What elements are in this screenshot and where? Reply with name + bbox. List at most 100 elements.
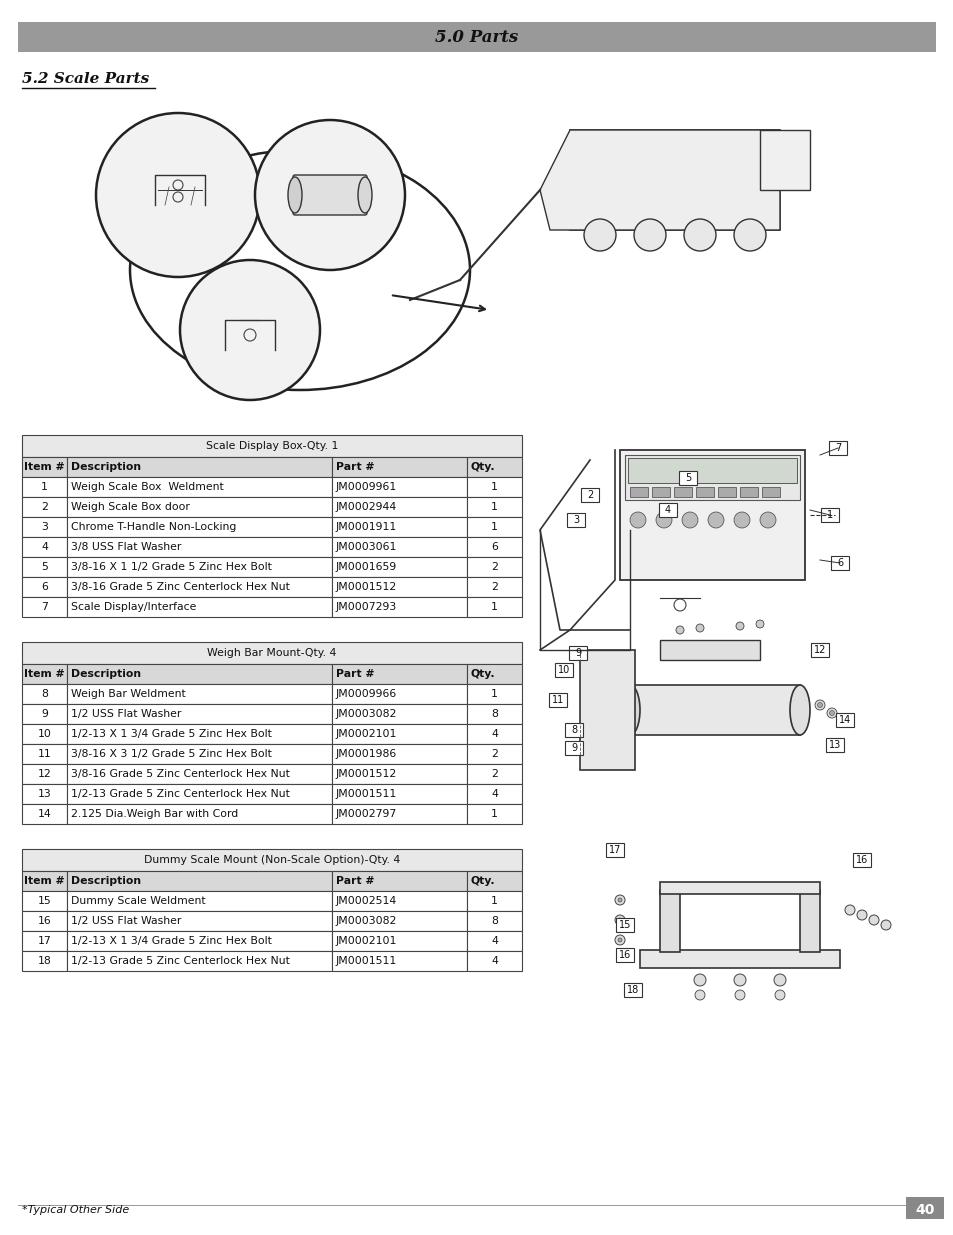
Bar <box>580 488 598 501</box>
Text: JM0001659: JM0001659 <box>335 562 396 572</box>
Bar <box>629 487 647 496</box>
Text: 18: 18 <box>626 986 639 995</box>
Bar <box>67 931 332 951</box>
Bar <box>332 911 467 931</box>
Text: JM0009961: JM0009961 <box>335 482 396 492</box>
Bar <box>467 890 521 911</box>
Text: 1: 1 <box>41 482 48 492</box>
Text: Weigh Bar Mount-Qty. 4: Weigh Bar Mount-Qty. 4 <box>207 648 336 658</box>
Text: 16: 16 <box>855 855 867 864</box>
Bar <box>67 704 332 724</box>
Bar <box>467 597 521 618</box>
Text: JM0002514: JM0002514 <box>335 897 396 906</box>
Text: 8: 8 <box>570 725 577 735</box>
Text: Qty.: Qty. <box>471 876 496 885</box>
Bar <box>810 643 828 657</box>
Bar <box>605 844 623 857</box>
Bar <box>659 503 677 517</box>
Text: JM0001911: JM0001911 <box>335 522 396 532</box>
Text: Dummy Scale Mount (Non-Scale Option)-Qty. 4: Dummy Scale Mount (Non-Scale Option)-Qty… <box>144 855 399 864</box>
Bar <box>467 804 521 824</box>
Text: 4: 4 <box>41 542 48 552</box>
Text: 15: 15 <box>618 920 631 930</box>
Bar <box>22 743 67 764</box>
Bar <box>67 764 332 784</box>
Circle shape <box>96 112 260 277</box>
Bar <box>22 557 67 577</box>
Bar <box>467 743 521 764</box>
Text: 1/2 USS Flat Washer: 1/2 USS Flat Washer <box>71 709 181 719</box>
Bar <box>467 496 521 517</box>
Bar <box>332 496 467 517</box>
Bar <box>564 722 582 737</box>
Bar <box>548 693 566 706</box>
Bar <box>332 577 467 597</box>
Text: 4: 4 <box>664 505 670 515</box>
Bar <box>22 890 67 911</box>
Bar <box>467 871 521 890</box>
Text: 6: 6 <box>836 558 842 568</box>
Bar <box>467 477 521 496</box>
Circle shape <box>817 703 821 708</box>
Circle shape <box>656 513 671 529</box>
Bar <box>67 597 332 618</box>
Bar <box>22 435 521 457</box>
Text: 3/8-16 X 1 1/2 Grade 5 Zinc Hex Bolt: 3/8-16 X 1 1/2 Grade 5 Zinc Hex Bolt <box>71 562 272 572</box>
Bar <box>467 951 521 971</box>
Bar <box>905 1197 943 1219</box>
Polygon shape <box>539 130 780 230</box>
Circle shape <box>696 624 703 632</box>
Bar <box>467 517 521 537</box>
Bar <box>67 911 332 931</box>
Bar <box>22 477 67 496</box>
Text: Item #: Item # <box>24 876 65 885</box>
Bar <box>67 496 332 517</box>
Text: Scale Display/Interface: Scale Display/Interface <box>71 601 196 613</box>
Text: JM0002797: JM0002797 <box>335 809 396 819</box>
Text: 1/2-13 X 1 3/4 Grade 5 Zinc Hex Bolt: 1/2-13 X 1 3/4 Grade 5 Zinc Hex Bolt <box>71 936 272 946</box>
Text: 4: 4 <box>491 956 497 966</box>
Text: 1: 1 <box>491 897 497 906</box>
Bar <box>67 557 332 577</box>
Circle shape <box>693 974 705 986</box>
Bar <box>22 496 67 517</box>
Circle shape <box>733 974 745 986</box>
Text: Description: Description <box>71 669 141 679</box>
Bar <box>629 685 800 735</box>
Text: JM0001986: JM0001986 <box>335 748 396 760</box>
Bar <box>18 22 935 52</box>
Bar <box>22 848 521 871</box>
Bar <box>22 597 67 618</box>
Text: Qty.: Qty. <box>471 462 496 472</box>
Circle shape <box>880 920 890 930</box>
Bar <box>67 890 332 911</box>
Text: JM0001512: JM0001512 <box>335 769 396 779</box>
Circle shape <box>634 219 665 251</box>
Text: JM0002944: JM0002944 <box>335 501 396 513</box>
Bar <box>67 457 332 477</box>
Circle shape <box>841 719 845 724</box>
Text: 9: 9 <box>41 709 48 719</box>
Text: JM0003082: JM0003082 <box>335 916 397 926</box>
Text: 16: 16 <box>37 916 51 926</box>
Bar <box>679 471 697 485</box>
Text: 5.0 Parts: 5.0 Parts <box>435 28 518 46</box>
Bar <box>579 650 635 769</box>
Bar <box>22 517 67 537</box>
Text: 13: 13 <box>37 789 51 799</box>
Text: *Typical Other Side: *Typical Other Side <box>22 1205 129 1215</box>
Circle shape <box>676 626 683 634</box>
Bar <box>67 784 332 804</box>
Text: JM0009966: JM0009966 <box>335 689 396 699</box>
Bar <box>616 918 634 932</box>
Circle shape <box>773 974 785 986</box>
Text: JM0007293: JM0007293 <box>335 601 396 613</box>
Bar <box>22 784 67 804</box>
Text: 8: 8 <box>41 689 48 699</box>
Text: 2: 2 <box>491 582 497 592</box>
Bar <box>467 911 521 931</box>
Text: 5: 5 <box>41 562 48 572</box>
Bar <box>22 664 67 684</box>
Bar <box>332 704 467 724</box>
Bar <box>22 704 67 724</box>
